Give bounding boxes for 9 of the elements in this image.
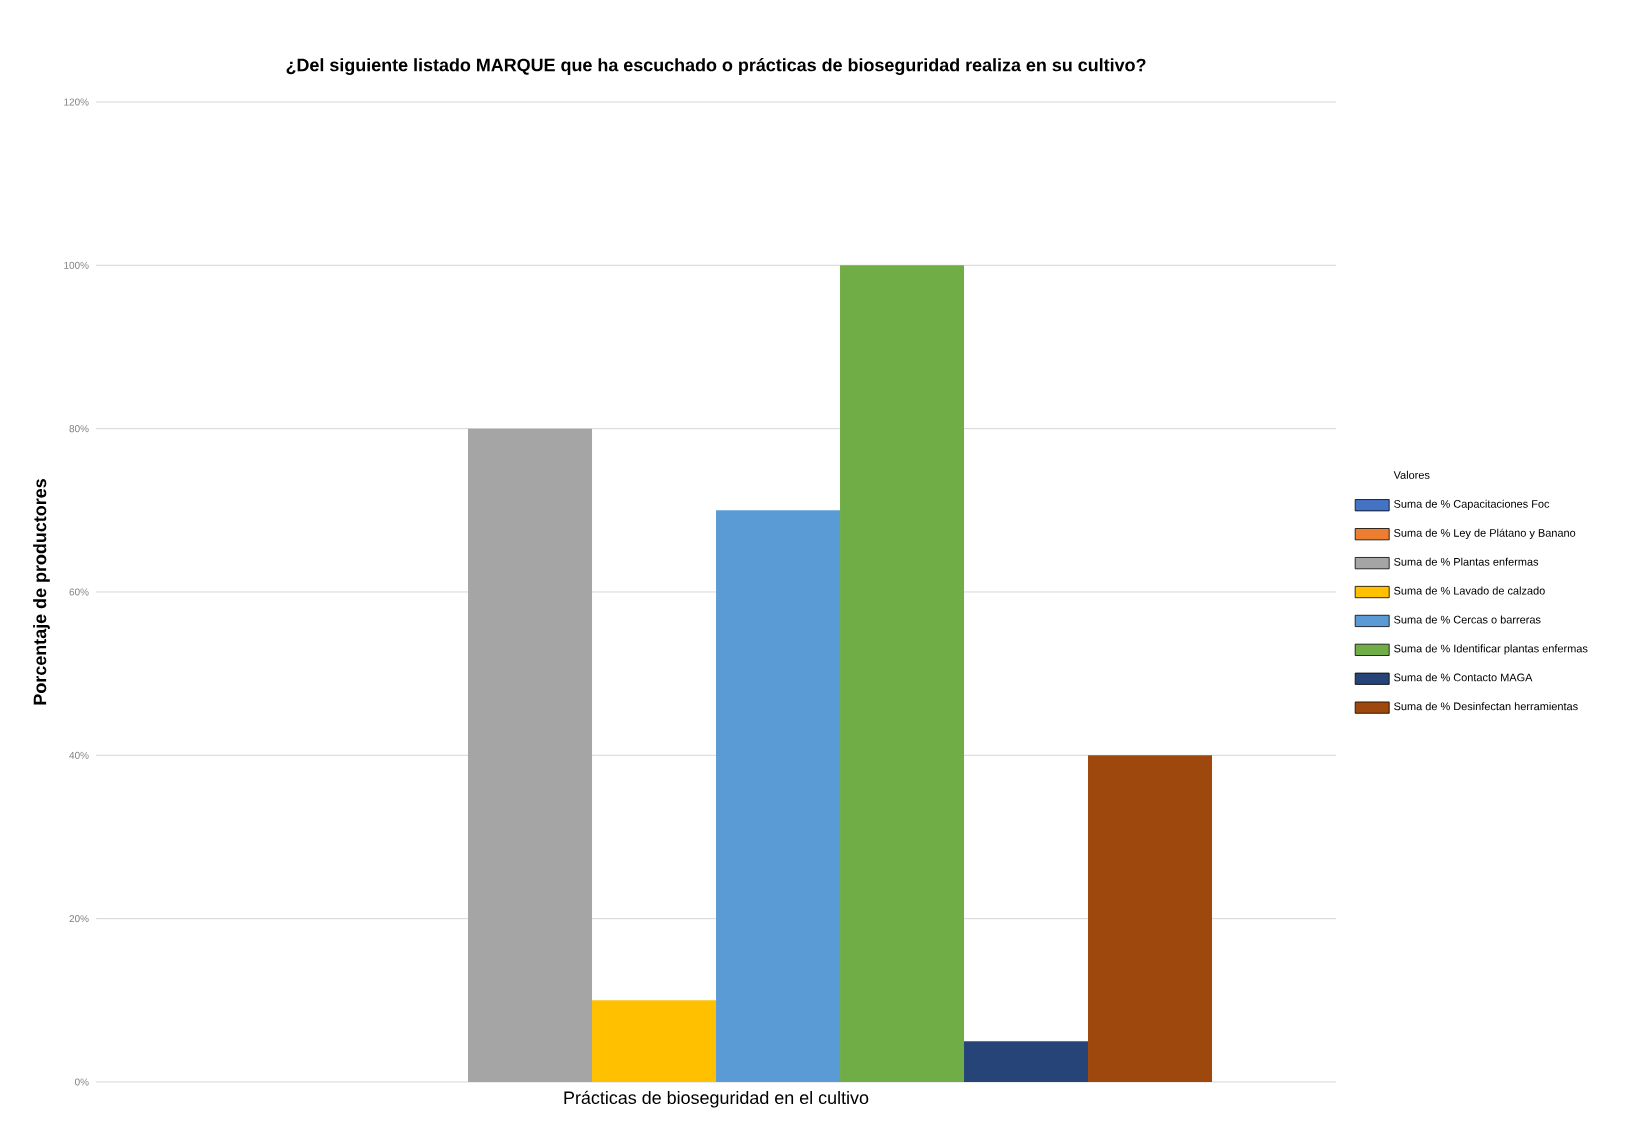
bar	[964, 1041, 1089, 1082]
bar	[716, 510, 841, 1082]
chart-title: ¿Del siguiente listado MARQUE que ha escuchado o prácticas de bioseguridad realiza en su cultivo?	[286, 58, 1146, 75]
bar	[592, 1000, 717, 1082]
x-axis-title: Prácticas de bioseguridad en el cultivo	[564, 1090, 869, 1108]
bar	[840, 265, 965, 1082]
bar	[1088, 755, 1213, 1082]
y-axis-title: Porcentaje de productores	[33, 479, 50, 705]
bar	[468, 428, 593, 1082]
